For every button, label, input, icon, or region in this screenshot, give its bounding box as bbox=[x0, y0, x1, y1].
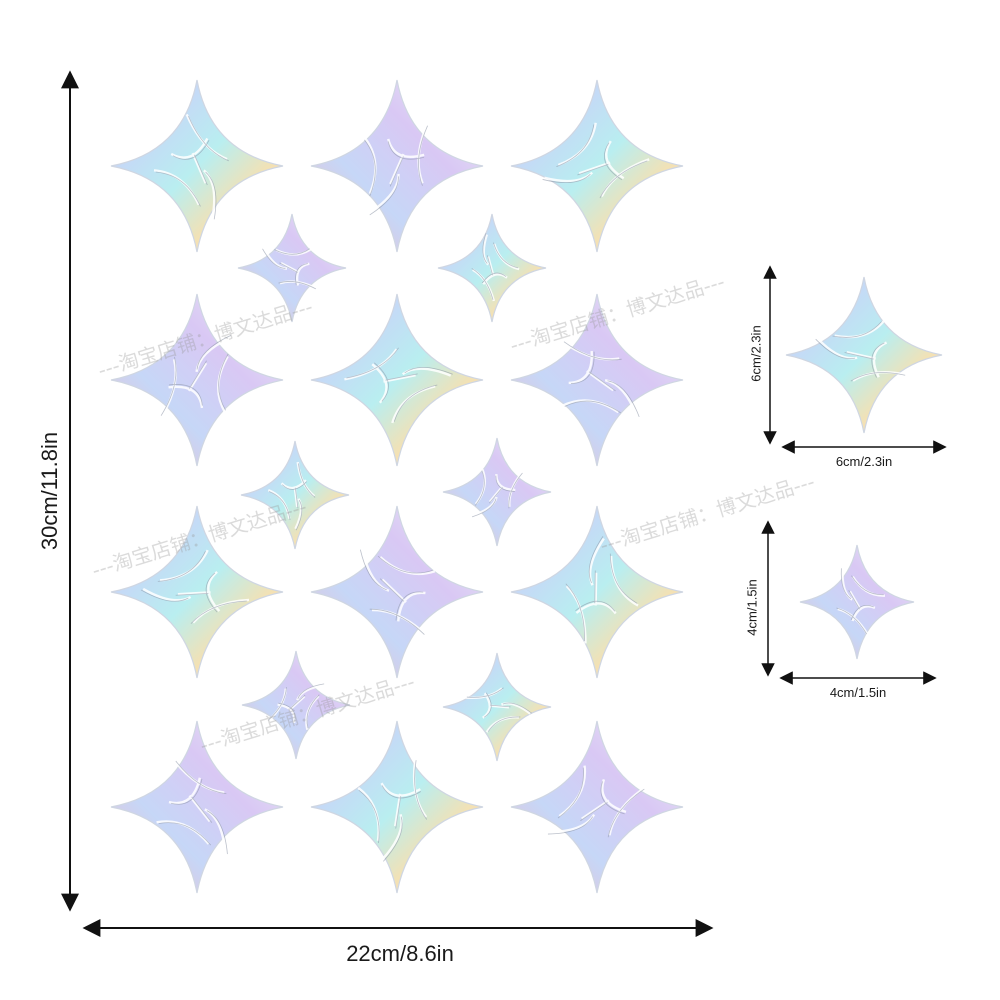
large-sample-star bbox=[786, 277, 942, 433]
small-height-label: 4cm/1.5in bbox=[744, 579, 760, 636]
sheet-width-label: 22cm/8.6in bbox=[346, 941, 454, 966]
large-star-sticker bbox=[511, 80, 683, 252]
large-star-sticker bbox=[311, 80, 483, 252]
small-width-label: 4cm/1.5in bbox=[829, 685, 887, 700]
sheet-height-label: 30cm/11.8in bbox=[37, 431, 62, 551]
sticker-sheet bbox=[111, 80, 942, 893]
large-star-sticker bbox=[311, 294, 483, 466]
small-star-sticker bbox=[443, 438, 551, 546]
large-width-label: 6cm/2.3in bbox=[835, 454, 893, 469]
large-star-sticker bbox=[311, 506, 483, 678]
large-star-sticker bbox=[111, 80, 283, 252]
large-star-sticker bbox=[511, 721, 683, 893]
small-sample-star bbox=[800, 545, 914, 659]
large-star-sticker bbox=[111, 721, 283, 893]
large-height-label: 6cm/2.3in bbox=[748, 325, 764, 382]
large-star-sticker bbox=[311, 721, 483, 893]
small-star-sticker bbox=[438, 214, 546, 322]
small-star-sticker bbox=[443, 653, 551, 761]
